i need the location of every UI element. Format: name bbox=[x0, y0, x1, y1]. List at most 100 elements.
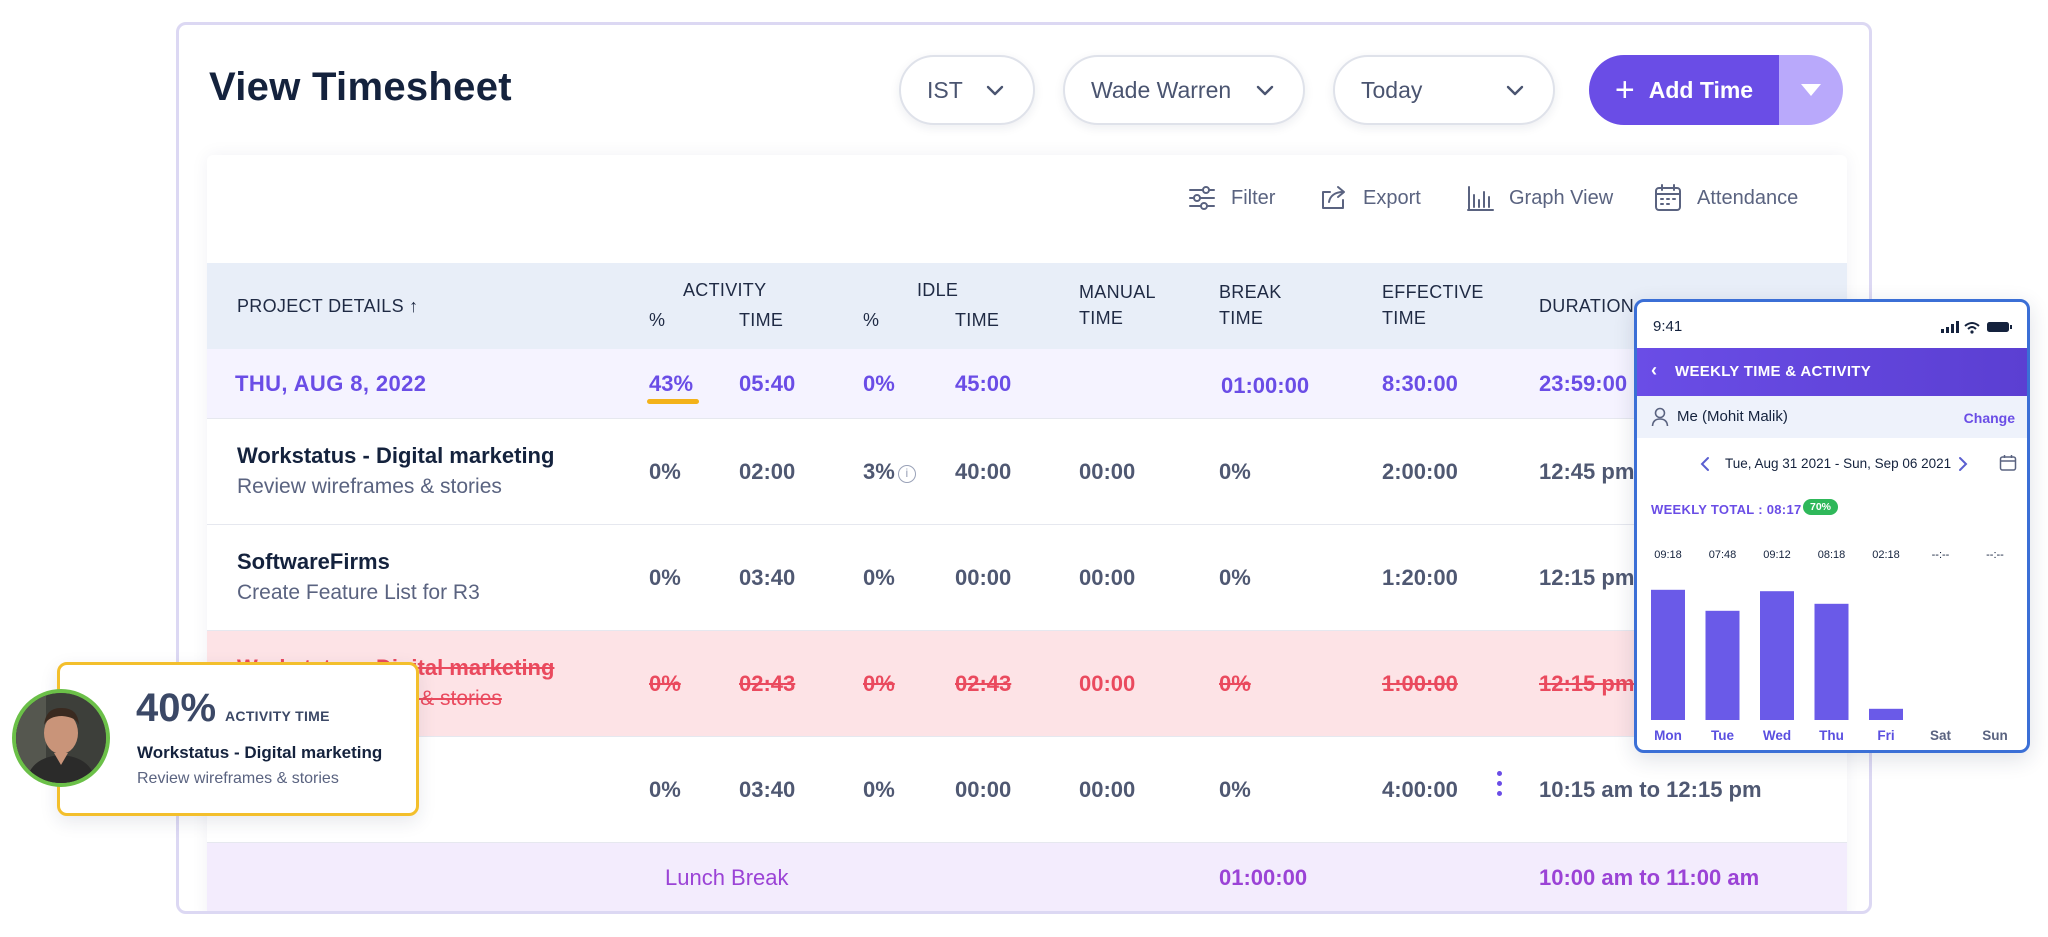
member-select[interactable]: Wade Warren bbox=[1063, 55, 1305, 125]
idle-time: 00:00 bbox=[955, 777, 1012, 802]
project-details-header[interactable]: PROJECT DETAILS ↑ bbox=[237, 296, 419, 316]
idle-time: 40:00 bbox=[955, 459, 1012, 484]
add-time-button-group: + Add Time bbox=[1589, 55, 1843, 125]
user-icon bbox=[1651, 407, 1669, 427]
table-header: PROJECT DETAILS ↑ ACTIVITY % TIME IDLE %… bbox=[207, 263, 1847, 349]
bar-tue[interactable] bbox=[1705, 610, 1740, 720]
break-time: 0% bbox=[1219, 777, 1251, 802]
activity-pct: 0% bbox=[649, 565, 681, 590]
activity-time: 02:43 bbox=[739, 671, 796, 696]
activity-pct-header: % bbox=[649, 310, 666, 330]
kebab-dot bbox=[1497, 791, 1502, 796]
activity-pct: 0% bbox=[649, 777, 681, 802]
effective-header-line1: EFFECTIVE bbox=[1382, 282, 1484, 302]
activity-time-header: TIME bbox=[739, 310, 784, 330]
calendar-icon[interactable] bbox=[1999, 454, 2017, 472]
bar-wed[interactable] bbox=[1760, 591, 1794, 720]
manual-time: 00:00 bbox=[1079, 565, 1136, 590]
attendance-button[interactable]: Attendance bbox=[1653, 183, 1798, 213]
manual-time-header: MANUAL TIME bbox=[1079, 279, 1156, 331]
weekly-bar-chart: 09:18 Mon 07:48 Tue 09:12 Wed 08:18 Thu 02:18 Fri… bbox=[1651, 549, 2008, 743]
duration: 12:15 pm bbox=[1539, 565, 1635, 590]
day-label: Sat bbox=[1930, 728, 1952, 743]
bar-thu[interactable] bbox=[1814, 603, 1849, 720]
status-bar-time: 9:41 bbox=[1653, 318, 1683, 335]
bar-value-label: --:-- bbox=[1932, 549, 1950, 561]
bar-chart-icon bbox=[1467, 186, 1494, 211]
attendance-label: Attendance bbox=[1697, 186, 1799, 209]
period-select[interactable]: Today bbox=[1333, 55, 1555, 125]
effective-header-line2: TIME bbox=[1382, 308, 1427, 328]
table-row[interactable]: 0% 03:40 0% 00:00 00:00 0% 4:00:00 10:15… bbox=[207, 737, 1847, 843]
filter-label: Filter bbox=[1231, 186, 1276, 209]
duration: 12:15 pm bbox=[1539, 671, 1635, 696]
day-label: Mon bbox=[1654, 728, 1682, 743]
add-time-button[interactable]: + Add Time bbox=[1589, 55, 1779, 125]
break-time: 01:00:00 bbox=[1221, 373, 1310, 398]
status-bar-icons bbox=[1941, 321, 2012, 334]
activity-time: 03:40 bbox=[739, 565, 796, 590]
break-time-header: BREAK TIME bbox=[1219, 279, 1282, 331]
activity-percent: 40% bbox=[136, 686, 217, 730]
graph-view-button[interactable]: Graph View bbox=[1465, 183, 1613, 213]
graph-view-label: Graph View bbox=[1509, 186, 1614, 209]
change-user-link[interactable]: Change bbox=[1963, 410, 2015, 426]
project-name: SoftwareFirms bbox=[237, 549, 390, 574]
idle-pct: 0% bbox=[863, 565, 895, 590]
table-row[interactable]: Workstatus - Digital marketing Review wi… bbox=[207, 419, 1847, 525]
row-more-menu-icon[interactable] bbox=[1497, 771, 1505, 796]
date-range-text: Tue, Aug 31 2021 - Sun, Sep 06 2021 bbox=[1725, 456, 1952, 471]
bar-fri[interactable] bbox=[1869, 708, 1903, 720]
weekly-total: WEEKLY TOTAL : 08:17 bbox=[1651, 502, 1802, 517]
duration: 12:45 pm bbox=[1539, 459, 1635, 484]
timesheet-card: View Timesheet IST Wade Warren Today + A… bbox=[176, 22, 1872, 914]
lunch-break-row: Lunch Break 01:00:00 10:00 am to 11:00 a… bbox=[207, 843, 1847, 911]
idle-pct: 0% bbox=[863, 671, 895, 696]
bar-value-label: 08:18 bbox=[1818, 549, 1846, 561]
export-share-icon bbox=[1322, 186, 1345, 209]
table-row[interactable]: SoftwareFirms Create Feature List for R3… bbox=[207, 525, 1847, 631]
export-button[interactable]: Export bbox=[1319, 183, 1421, 213]
phone-date-range: Tue, Aug 31 2021 - Sun, Sep 06 2021 bbox=[1637, 450, 2027, 478]
chevron-left-icon[interactable] bbox=[1699, 456, 1711, 472]
effective-time: 1:20:00 bbox=[1382, 565, 1458, 590]
duration: 23:59:00 bbox=[1539, 371, 1628, 396]
effective-time-header: EFFECTIVE TIME bbox=[1382, 279, 1484, 331]
filter-button[interactable]: Filter bbox=[1187, 183, 1275, 213]
manual-time: 00:00 bbox=[1079, 459, 1136, 484]
plus-icon: + bbox=[1614, 71, 1635, 109]
table-row-deleted[interactable]: Workstatus - Digital marketing Review wi… bbox=[207, 631, 1847, 737]
effective-time: 4:00:00 bbox=[1382, 777, 1458, 802]
effective-time: 1:00:00 bbox=[1382, 671, 1458, 696]
day-label: Thu bbox=[1819, 728, 1844, 743]
info-icon[interactable]: i bbox=[897, 465, 916, 483]
phone-header: ‹ WEEKLY TIME & ACTIVITY bbox=[1637, 348, 2027, 396]
manual-header-line1: MANUAL bbox=[1079, 282, 1156, 302]
duration: 10:15 am to 12:15 pm bbox=[1539, 777, 1762, 802]
bar-value-label: 09:12 bbox=[1763, 549, 1791, 561]
weekly-activity-phone: 9:41 ‹ WEEKLY TIME & ACTIVITY Me (Mohit … bbox=[1634, 299, 2030, 753]
break-header-line1: BREAK bbox=[1219, 282, 1282, 302]
filter-sliders-icon bbox=[1189, 186, 1215, 210]
break-header-line2: TIME bbox=[1219, 308, 1264, 328]
idle-pct-cell: 3% i bbox=[863, 459, 916, 485]
bar-mon[interactable] bbox=[1651, 589, 1685, 720]
timezone-value: IST bbox=[927, 76, 963, 103]
chevron-down-icon bbox=[1506, 85, 1524, 96]
idle-pct: 0% bbox=[863, 777, 895, 802]
timezone-select[interactable]: IST bbox=[899, 55, 1035, 125]
break-time: 0% bbox=[1219, 459, 1251, 484]
chevron-down-icon bbox=[1256, 85, 1274, 96]
bar-value-label: 09:18 bbox=[1654, 549, 1682, 561]
bar-value-label: --:-- bbox=[1986, 549, 2004, 561]
activity-time: 05:40 bbox=[739, 371, 796, 396]
manual-header-line2: TIME bbox=[1079, 308, 1124, 328]
task-name: Create Feature List for R3 bbox=[237, 581, 480, 604]
bar-value-label: 07:48 bbox=[1709, 549, 1737, 561]
add-time-dropdown-button[interactable] bbox=[1779, 55, 1843, 125]
chevron-right-icon[interactable] bbox=[1957, 456, 1969, 472]
calendar-icon bbox=[1655, 184, 1681, 211]
phone-user-name: Me (Mohit Malik) bbox=[1677, 408, 1788, 425]
back-chevron-icon[interactable]: ‹ bbox=[1651, 360, 1658, 380]
day-label: Sun bbox=[1982, 728, 2008, 743]
